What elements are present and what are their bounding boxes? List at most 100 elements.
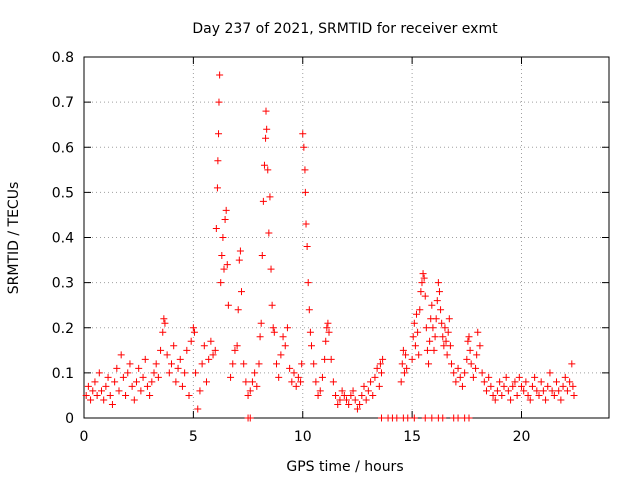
data-point bbox=[550, 391, 558, 399]
data-point bbox=[266, 193, 274, 201]
data-point bbox=[448, 360, 455, 368]
data-point bbox=[157, 346, 165, 354]
data-point bbox=[439, 333, 447, 341]
data-point bbox=[160, 315, 168, 323]
y-tick-label: 0.3 bbox=[52, 276, 74, 292]
data-point bbox=[496, 378, 504, 386]
data-points bbox=[82, 71, 578, 422]
data-point bbox=[292, 382, 300, 390]
data-point bbox=[152, 360, 160, 368]
data-point bbox=[248, 378, 256, 386]
data-point bbox=[236, 247, 244, 255]
data-point bbox=[233, 342, 241, 350]
data-point bbox=[422, 324, 430, 332]
data-point bbox=[190, 328, 198, 336]
data-point bbox=[443, 351, 451, 359]
data-point bbox=[273, 360, 280, 368]
data-point bbox=[332, 391, 340, 399]
data-point bbox=[217, 279, 225, 287]
data-point bbox=[308, 342, 315, 350]
data-point bbox=[413, 310, 420, 318]
data-point bbox=[215, 130, 223, 138]
data-point bbox=[322, 337, 330, 345]
data-point bbox=[513, 391, 521, 399]
data-point bbox=[491, 396, 499, 404]
data-point bbox=[399, 346, 407, 354]
data-point bbox=[176, 355, 184, 363]
data-point bbox=[174, 364, 182, 372]
axis-ticks: 0 0.1 0.2 0.3 0.4 0.5 0.6 0.7 0.8 0 5 10 15 20 bbox=[52, 50, 609, 445]
data-point bbox=[300, 143, 308, 151]
data-point bbox=[235, 256, 243, 264]
data-point bbox=[203, 378, 210, 386]
data-point bbox=[485, 373, 493, 381]
data-point bbox=[528, 382, 536, 390]
data-point bbox=[258, 252, 266, 260]
data-point bbox=[526, 396, 534, 404]
y-tick-label: 0.2 bbox=[52, 321, 74, 337]
data-point bbox=[441, 324, 449, 332]
data-point bbox=[466, 346, 474, 354]
data-point bbox=[373, 364, 381, 372]
data-point bbox=[398, 360, 406, 368]
data-point bbox=[242, 378, 250, 386]
data-point bbox=[500, 382, 508, 390]
data-point bbox=[469, 373, 477, 381]
data-point bbox=[432, 315, 440, 323]
data-point bbox=[220, 265, 228, 273]
data-point bbox=[159, 328, 167, 336]
data-point bbox=[91, 378, 99, 386]
data-point bbox=[548, 387, 556, 395]
data-point bbox=[507, 396, 515, 404]
data-point bbox=[128, 382, 136, 390]
data-point bbox=[467, 360, 475, 368]
data-point bbox=[181, 369, 189, 377]
data-point bbox=[303, 243, 311, 251]
data-point bbox=[221, 215, 229, 223]
x-axis-label: GPS time / hours bbox=[286, 459, 403, 475]
data-point bbox=[376, 360, 384, 368]
data-point bbox=[269, 324, 277, 332]
data-point bbox=[255, 360, 263, 368]
data-point bbox=[297, 378, 305, 386]
data-point bbox=[336, 396, 344, 404]
data-point bbox=[440, 342, 448, 350]
data-point bbox=[498, 391, 506, 399]
data-point bbox=[275, 373, 283, 381]
data-point bbox=[148, 378, 156, 386]
x-tick-label: 15 bbox=[403, 429, 421, 445]
data-point bbox=[487, 382, 495, 390]
data-point bbox=[288, 378, 296, 386]
data-point bbox=[211, 346, 219, 354]
data-point bbox=[433, 297, 441, 305]
data-point bbox=[570, 391, 578, 399]
data-point bbox=[301, 188, 309, 196]
data-point bbox=[87, 396, 95, 404]
data-point-zero bbox=[404, 414, 412, 422]
data-point bbox=[294, 373, 302, 381]
data-point bbox=[423, 346, 431, 354]
data-point bbox=[113, 364, 121, 372]
x-tick-label: 0 bbox=[80, 429, 89, 445]
data-point bbox=[511, 378, 519, 386]
data-point bbox=[183, 346, 191, 354]
data-point bbox=[117, 351, 125, 359]
data-point bbox=[334, 400, 342, 408]
data-point bbox=[561, 373, 569, 381]
data-point bbox=[434, 279, 442, 287]
data-point bbox=[219, 234, 227, 241]
data-point bbox=[502, 373, 510, 381]
data-point bbox=[553, 378, 560, 386]
data-point bbox=[281, 342, 289, 350]
data-point bbox=[265, 229, 273, 237]
data-point bbox=[474, 328, 482, 336]
data-point bbox=[544, 382, 552, 390]
data-point bbox=[446, 342, 454, 350]
data-point bbox=[93, 391, 101, 399]
data-point bbox=[126, 360, 134, 368]
data-point bbox=[299, 130, 307, 138]
y-tick-label: 0.7 bbox=[52, 95, 74, 111]
data-point bbox=[419, 270, 427, 278]
data-point bbox=[100, 396, 108, 404]
